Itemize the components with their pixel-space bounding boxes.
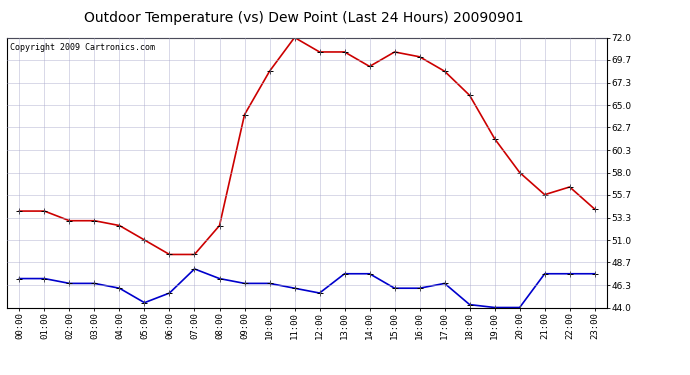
Text: Copyright 2009 Cartronics.com: Copyright 2009 Cartronics.com — [10, 43, 155, 52]
Text: Outdoor Temperature (vs) Dew Point (Last 24 Hours) 20090901: Outdoor Temperature (vs) Dew Point (Last… — [84, 11, 523, 25]
